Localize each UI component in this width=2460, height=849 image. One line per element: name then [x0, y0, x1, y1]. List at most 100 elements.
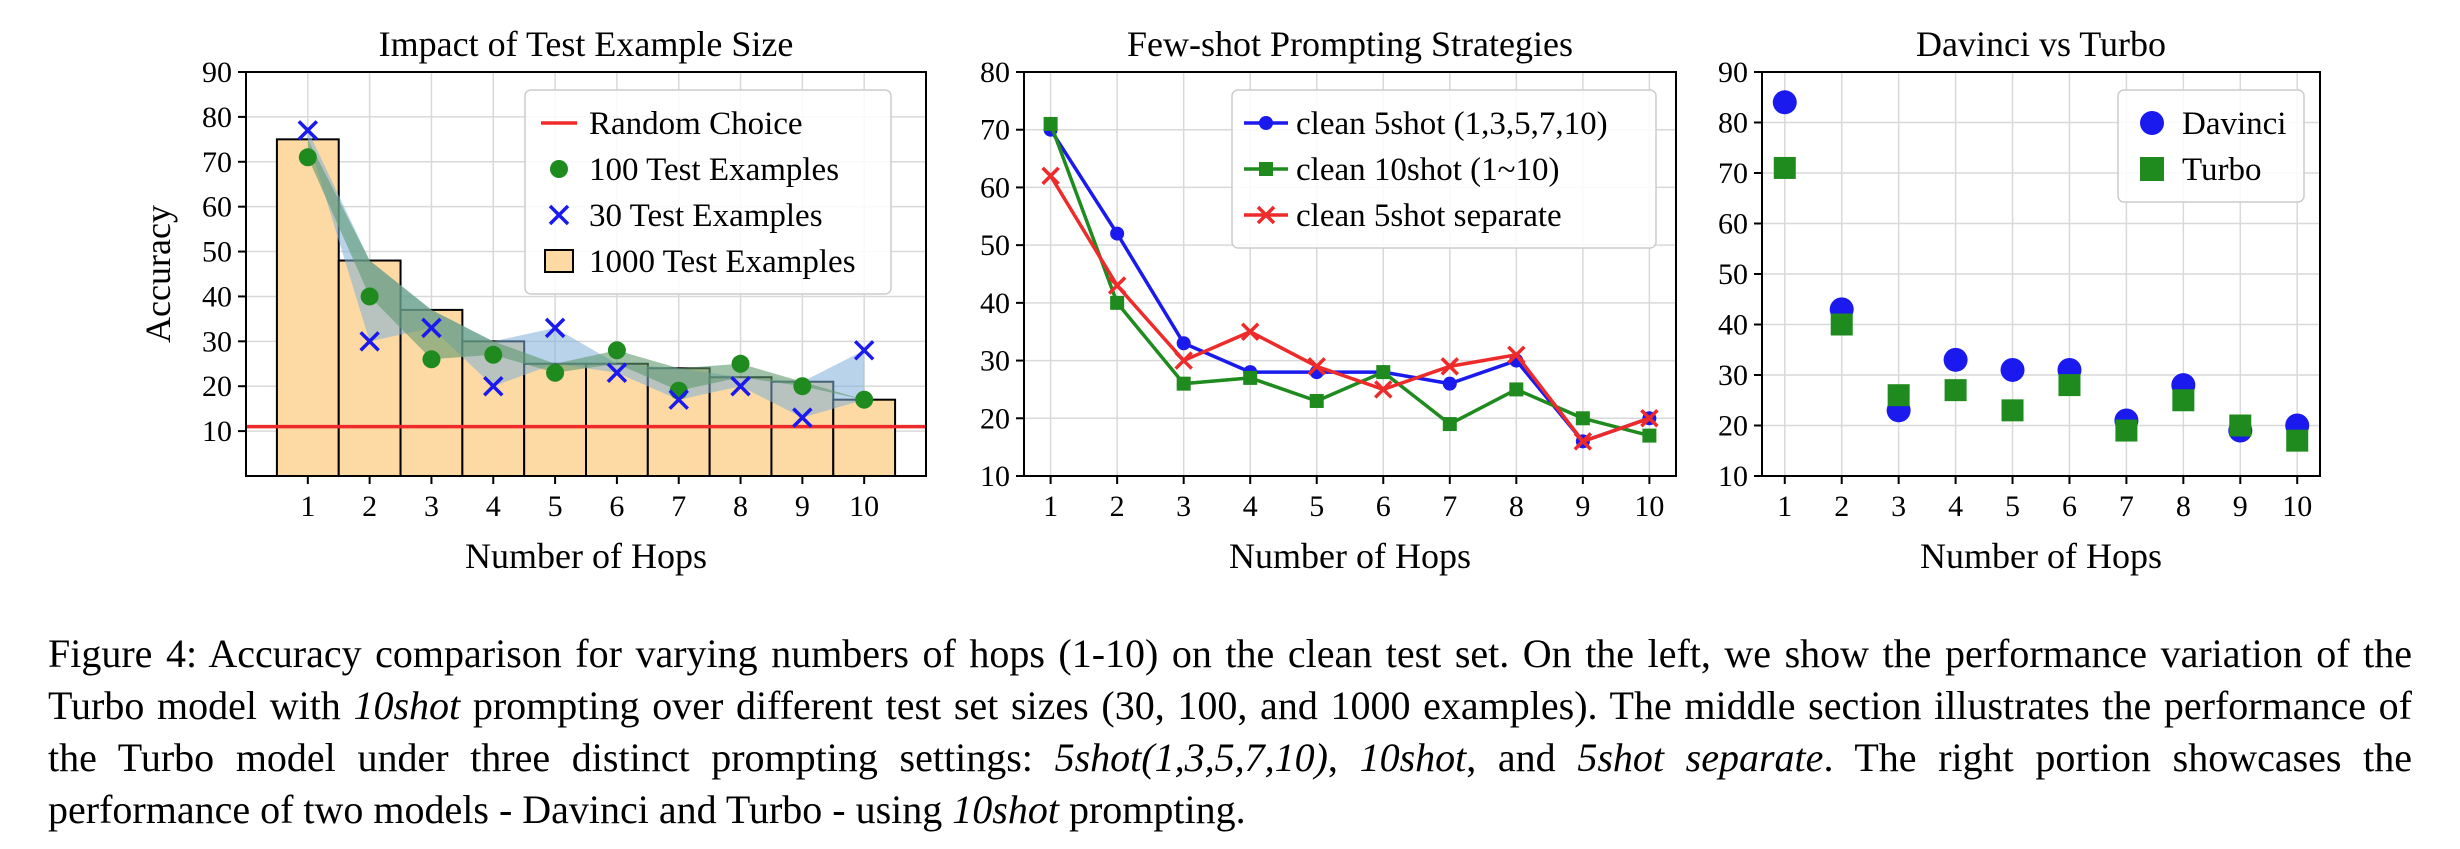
series-line	[1049, 174, 1650, 444]
caption-italic-4: 5shot separate	[1577, 735, 1824, 780]
point-30-examples	[606, 362, 628, 383]
axes-frame	[245, 71, 927, 477]
series-point	[1043, 116, 1058, 131]
scatter-point	[2229, 414, 2252, 437]
series-point	[1509, 382, 1524, 397]
y-tick-label: 20	[1718, 410, 1748, 443]
caption-text-6: prompting.	[1058, 787, 1246, 832]
series-point	[1440, 357, 1460, 376]
point-100-examples	[731, 354, 750, 373]
scatter-point	[2286, 429, 2309, 452]
x-axis-label: Number of Hops	[465, 536, 707, 576]
scatter-point	[2172, 389, 2195, 412]
caption-text-1: Figure 4: Accuracy comparison for varyin…	[48, 631, 2412, 728]
legend-swatch	[2140, 111, 2164, 135]
x-tick-label: 4	[1948, 490, 1963, 523]
scatter-point	[1887, 384, 1910, 407]
caption-text-4: , and	[1466, 735, 1578, 780]
y-tick-label: 70	[1718, 157, 1748, 190]
point-30-examples	[544, 317, 566, 339]
point-30-examples	[421, 317, 442, 339]
x-tick-label: 1	[1777, 490, 1792, 523]
point-100-examples	[360, 287, 379, 306]
x-tick-label: 5	[2005, 490, 2020, 523]
scatter-point	[1830, 313, 1853, 336]
point-30-examples	[792, 407, 813, 428]
x-tick-label: 6	[2062, 490, 2077, 523]
series-point	[1243, 370, 1258, 385]
legend-label: clean 5shot (1,3,5,7,10)	[1296, 106, 1608, 142]
point-100-examples	[669, 381, 688, 400]
series-point	[1307, 357, 1326, 376]
y-tick-label: 30	[980, 345, 1010, 378]
x-tick-label: 10	[2282, 490, 2312, 523]
point-100-examples	[855, 390, 874, 409]
y-tick-label: 20	[202, 370, 232, 403]
y-tick-label: 10	[1718, 460, 1748, 493]
legend-label: 30 Test Examples	[589, 198, 823, 234]
legend-swatch	[548, 204, 570, 226]
y-tick-label: 10	[202, 415, 232, 448]
series-point	[1442, 417, 1457, 432]
axes-frame	[1023, 71, 1677, 477]
x-tick-label: 3	[1891, 490, 1906, 523]
chart-test-example-size: 1 2 3 4 5 6 7 8 9 10 10 20 30 40 50 60 70 80 90 Impact of T…	[138, 24, 927, 576]
x-tick-label: 2	[1834, 490, 1849, 523]
series-point	[1374, 380, 1393, 399]
point-30-examples	[359, 331, 380, 352]
legend-swatch	[2140, 157, 2164, 181]
x-tick-label: 5	[1309, 490, 1324, 523]
series-point	[1176, 376, 1191, 391]
x-tick-label: 7	[2119, 490, 2134, 523]
x-tick-label: 3	[424, 490, 439, 523]
legend-swatch-marker	[1259, 116, 1273, 130]
point-30-examples	[297, 120, 319, 141]
point-30-examples	[853, 340, 875, 361]
y-tick-label: 60	[1718, 208, 1748, 241]
point-100-examples	[607, 341, 626, 360]
chart-few-shot-strategies: 1 2 3 4 5 6 7 8 9 10 10 20 30 40 50 60 70 80 Few-shot Prom…	[980, 24, 1677, 576]
scatter-point	[1944, 379, 1967, 402]
figure-panels: 1 2 3 4 5 6 7 8 9 10 10 20 30 40 50 60 70 80 90 Impact of T…	[138, 24, 2321, 576]
legend-swatch	[544, 249, 574, 273]
band-100-examples	[307, 139, 865, 400]
point-100-examples	[298, 148, 317, 167]
series-point	[1240, 322, 1260, 341]
x-tick-label: 2	[362, 490, 377, 523]
bar-1000-examples	[523, 362, 588, 477]
series-point	[1107, 276, 1127, 295]
bar-1000-examples	[832, 398, 897, 478]
chart-title: Few-shot Prompting Strategies	[1127, 24, 1573, 64]
series-point	[1507, 345, 1526, 365]
x-tick-label: 6	[609, 490, 624, 523]
y-tick-label: 30	[202, 325, 232, 358]
y-tick-label: 10	[980, 460, 1010, 493]
y-tick-label: 80	[1718, 107, 1748, 140]
series-point	[1575, 411, 1590, 426]
x-tick-label: 1	[1043, 490, 1058, 523]
series-line	[1049, 128, 1650, 444]
y-tick-label: 90	[202, 56, 232, 89]
point-100-examples	[546, 363, 565, 382]
y-tick-label: 20	[980, 402, 1010, 435]
chart-davinci-vs-turbo: 1 2 3 4 5 6 7 8 9 10 10 20 30 40 50 60 70 80 90 Davinci vs …	[1718, 24, 2321, 576]
scatter-point	[2000, 357, 2025, 382]
y-tick-label: 30	[1718, 359, 1748, 392]
legend-swatch-marker	[1259, 162, 1273, 176]
scatter-point	[1773, 156, 1796, 179]
chart-title: Impact of Test Example Size	[379, 24, 794, 64]
legend-box	[1231, 89, 1657, 249]
legend-label: 100 Test Examples	[589, 152, 839, 188]
x-tick-label: 3	[1176, 490, 1191, 523]
series-point	[1640, 409, 1659, 428]
y-tick-label: 70	[202, 146, 232, 179]
caption-text-3: ,	[1327, 735, 1360, 780]
legend-box	[524, 89, 892, 295]
x-tick-label: 9	[1575, 490, 1590, 523]
y-tick-label: 50	[980, 229, 1010, 262]
x-tick-label: 9	[2233, 490, 2248, 523]
x-tick-label: 10	[1634, 490, 1664, 523]
scatter-point	[1943, 347, 1968, 372]
legend-label: clean 10shot (1~10)	[1296, 152, 1559, 188]
series-point	[1041, 166, 1060, 186]
